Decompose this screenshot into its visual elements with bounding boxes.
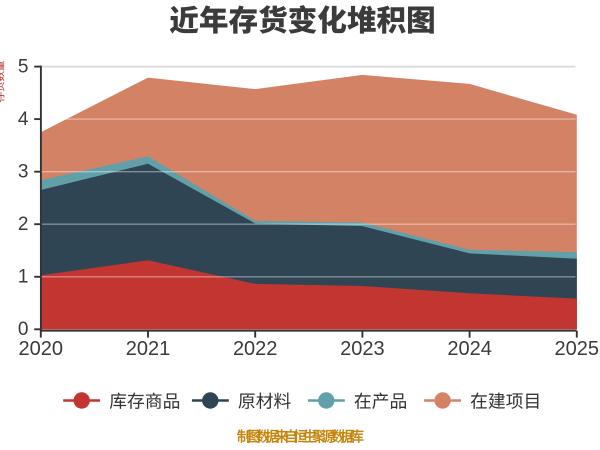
svg-text:5: 5 — [18, 56, 29, 77]
svg-text:2023: 2023 — [340, 338, 385, 360]
svg-text:2: 2 — [18, 214, 29, 235]
svg-text:0: 0 — [18, 319, 29, 340]
svg-text:2025: 2025 — [555, 338, 600, 360]
svg-text:2020: 2020 — [19, 338, 64, 360]
svg-text:2021: 2021 — [126, 338, 171, 360]
svg-text:4: 4 — [18, 109, 29, 130]
svg-text:2024: 2024 — [447, 338, 492, 360]
svg-text:3: 3 — [18, 162, 29, 183]
svg-text:1: 1 — [18, 267, 29, 288]
svg-text:2022: 2022 — [233, 338, 278, 360]
